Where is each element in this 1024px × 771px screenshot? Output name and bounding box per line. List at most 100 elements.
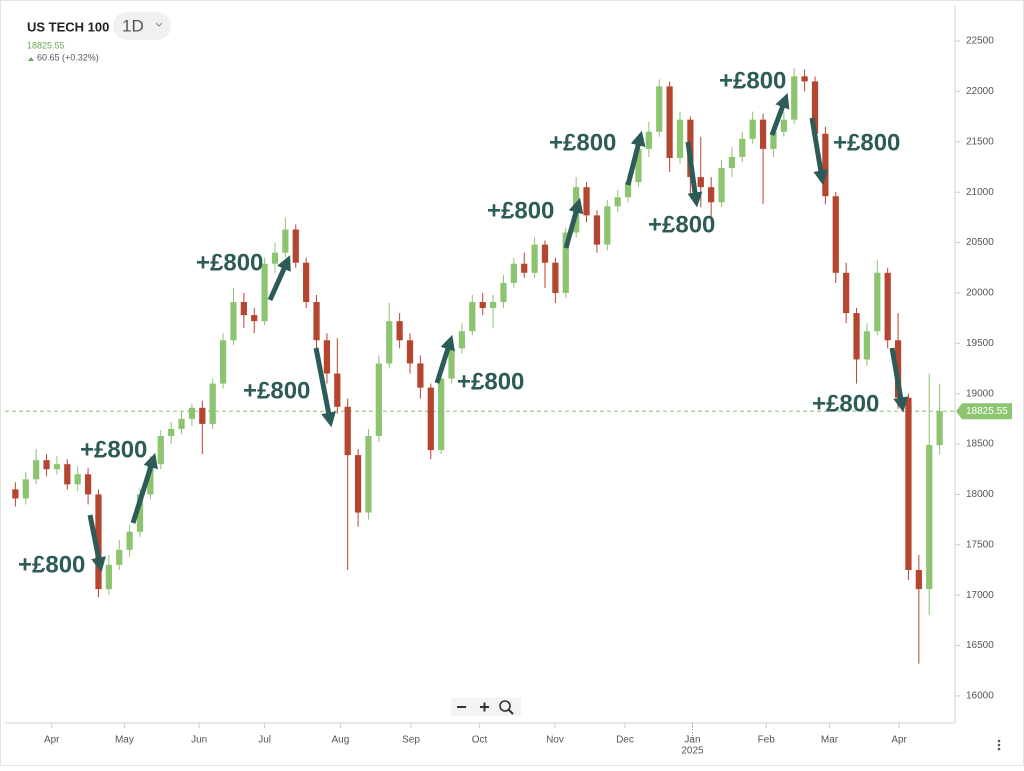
x-tick-label: Dec xyxy=(616,735,634,746)
candle-body xyxy=(666,86,673,158)
candle-body xyxy=(406,340,414,364)
x-tick-label: Jun xyxy=(191,735,207,746)
annotation-arrow xyxy=(625,130,646,186)
candle-body xyxy=(136,494,144,532)
candle-body xyxy=(458,331,466,349)
annotation: +£800 xyxy=(833,129,900,156)
y-tick-label: 22000 xyxy=(966,86,994,97)
candle-body xyxy=(448,348,455,379)
candle-body xyxy=(500,282,507,303)
candle-body xyxy=(33,460,40,480)
candle-body xyxy=(604,206,611,245)
menu-dots[interactable] xyxy=(997,739,1001,751)
candle-body xyxy=(884,272,891,341)
chevron[interactable] xyxy=(155,22,163,27)
interval-label[interactable]: 1D xyxy=(122,16,144,35)
annotation-arrow xyxy=(769,92,790,136)
candle-body xyxy=(417,363,424,388)
candle-body xyxy=(313,302,320,341)
candle-body xyxy=(209,383,216,424)
x-tick-label: Aug xyxy=(332,735,350,746)
annotation: +£800 xyxy=(457,368,524,395)
candle-body xyxy=(84,474,92,495)
candle-body xyxy=(583,187,590,216)
candle-body xyxy=(832,196,839,273)
candle-body xyxy=(251,315,258,322)
candle-body xyxy=(43,460,50,470)
candle-body xyxy=(874,272,881,332)
candle-body xyxy=(811,81,819,134)
zoom-controls xyxy=(451,698,521,716)
candle-body xyxy=(562,232,569,293)
candle-body xyxy=(770,131,777,149)
price-tag xyxy=(956,403,1012,420)
annotation-arrow xyxy=(313,347,336,428)
candle-body xyxy=(126,531,133,550)
annotation: +£800 xyxy=(243,377,310,404)
candle-body xyxy=(708,187,715,203)
candle-body xyxy=(905,397,912,570)
x-tick-label: Nov xyxy=(546,735,564,746)
annotation: +£800 xyxy=(18,551,85,578)
candle-body xyxy=(375,363,382,436)
annotation-arrow xyxy=(87,514,106,573)
y-tick-label: 19500 xyxy=(966,338,994,349)
y-tick-label: 22500 xyxy=(966,36,994,47)
candle-body xyxy=(168,428,175,436)
annotation-arrow xyxy=(809,117,829,186)
candle-body xyxy=(282,229,289,253)
candle-body xyxy=(95,494,102,590)
candle-body xyxy=(749,119,756,139)
candle-body xyxy=(614,197,621,207)
candle-body xyxy=(718,168,725,203)
candle-body xyxy=(303,262,310,303)
zoom-reset[interactable] xyxy=(499,700,511,712)
candle-body xyxy=(199,407,206,424)
y-tick-label: 18500 xyxy=(966,439,994,450)
candle-body xyxy=(822,133,829,197)
candle-body xyxy=(292,229,299,263)
candle-body xyxy=(645,131,652,149)
candle-body xyxy=(219,340,227,384)
interval-selector[interactable] xyxy=(113,12,171,40)
candle-body xyxy=(230,302,237,341)
annotation-arrow xyxy=(434,334,455,384)
candle-body xyxy=(438,378,445,451)
candle-body xyxy=(541,244,549,263)
y-tick-label: 17500 xyxy=(966,539,994,550)
annotation-arrow xyxy=(889,347,909,413)
candle-body xyxy=(479,302,486,309)
candle-body xyxy=(853,313,860,360)
x-tick-label: Feb xyxy=(758,735,776,746)
annotation: +£800 xyxy=(812,390,879,417)
candle-body xyxy=(261,263,268,322)
candle-body xyxy=(427,387,434,451)
zoom-reset-handle[interactable] xyxy=(508,709,514,715)
candle-body xyxy=(926,445,933,590)
candle-body xyxy=(915,569,922,590)
y-tick-label: 18000 xyxy=(966,489,994,500)
candle-body xyxy=(386,321,393,364)
candle-body xyxy=(147,464,154,495)
x-tick-label: May xyxy=(115,735,134,746)
annotation-arrow xyxy=(130,452,158,524)
candle-body xyxy=(271,252,279,264)
candle-body xyxy=(323,340,331,374)
zoom-in[interactable] xyxy=(480,702,489,712)
candle-body xyxy=(739,138,746,157)
annotation: +£800 xyxy=(719,67,786,94)
annotation: +£800 xyxy=(648,211,715,238)
candle-body xyxy=(843,272,850,314)
annotation-arrow xyxy=(563,197,584,249)
candle-body xyxy=(531,244,538,273)
price-label: 18825.55 xyxy=(27,40,65,50)
x-tick-label: Jul xyxy=(258,735,271,746)
candle-body xyxy=(116,549,123,565)
candle-body xyxy=(157,435,164,465)
candle-body xyxy=(624,182,632,198)
up-triangle xyxy=(28,57,34,61)
title-box xyxy=(20,14,106,38)
candle-body xyxy=(334,373,341,407)
price-tag-label: 18825.55 xyxy=(966,406,1008,417)
